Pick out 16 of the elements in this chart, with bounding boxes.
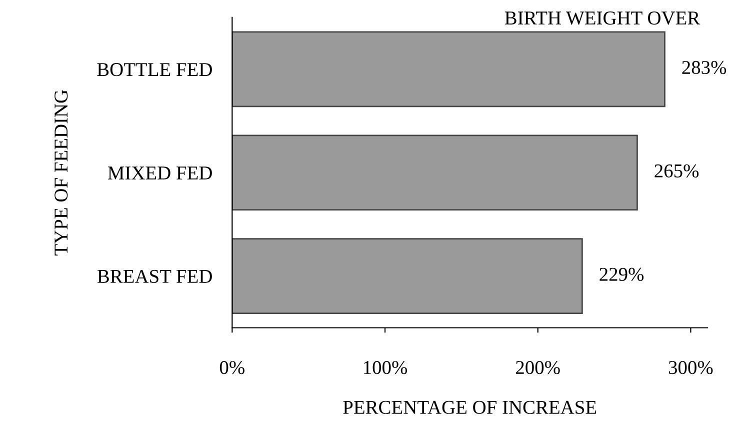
bar: [232, 134, 638, 211]
x-tick-label: 0%: [220, 360, 244, 374]
bar: [232, 31, 666, 108]
chart-title: BIRTH WEIGHT OVER: [504, 12, 700, 25]
x-tick-label: 100%: [364, 360, 408, 374]
data-label: 265%: [654, 164, 699, 178]
x-axis-title: PERCENTAGE OF INCREASE: [343, 400, 596, 414]
x-tick-label: 300%: [668, 360, 713, 374]
y-tick-label: BREAST FED: [97, 270, 212, 283]
bar: [232, 238, 583, 314]
y-tick-label: MIXED FED: [108, 166, 212, 180]
x-tick-label: 200%: [516, 360, 560, 374]
data-label: 229%: [600, 268, 644, 281]
y-tick-label: BOTTLE FED: [97, 63, 212, 76]
data-label: 283%: [682, 60, 726, 74]
y-axis-title: TYPE OF FEEDING: [54, 90, 68, 256]
